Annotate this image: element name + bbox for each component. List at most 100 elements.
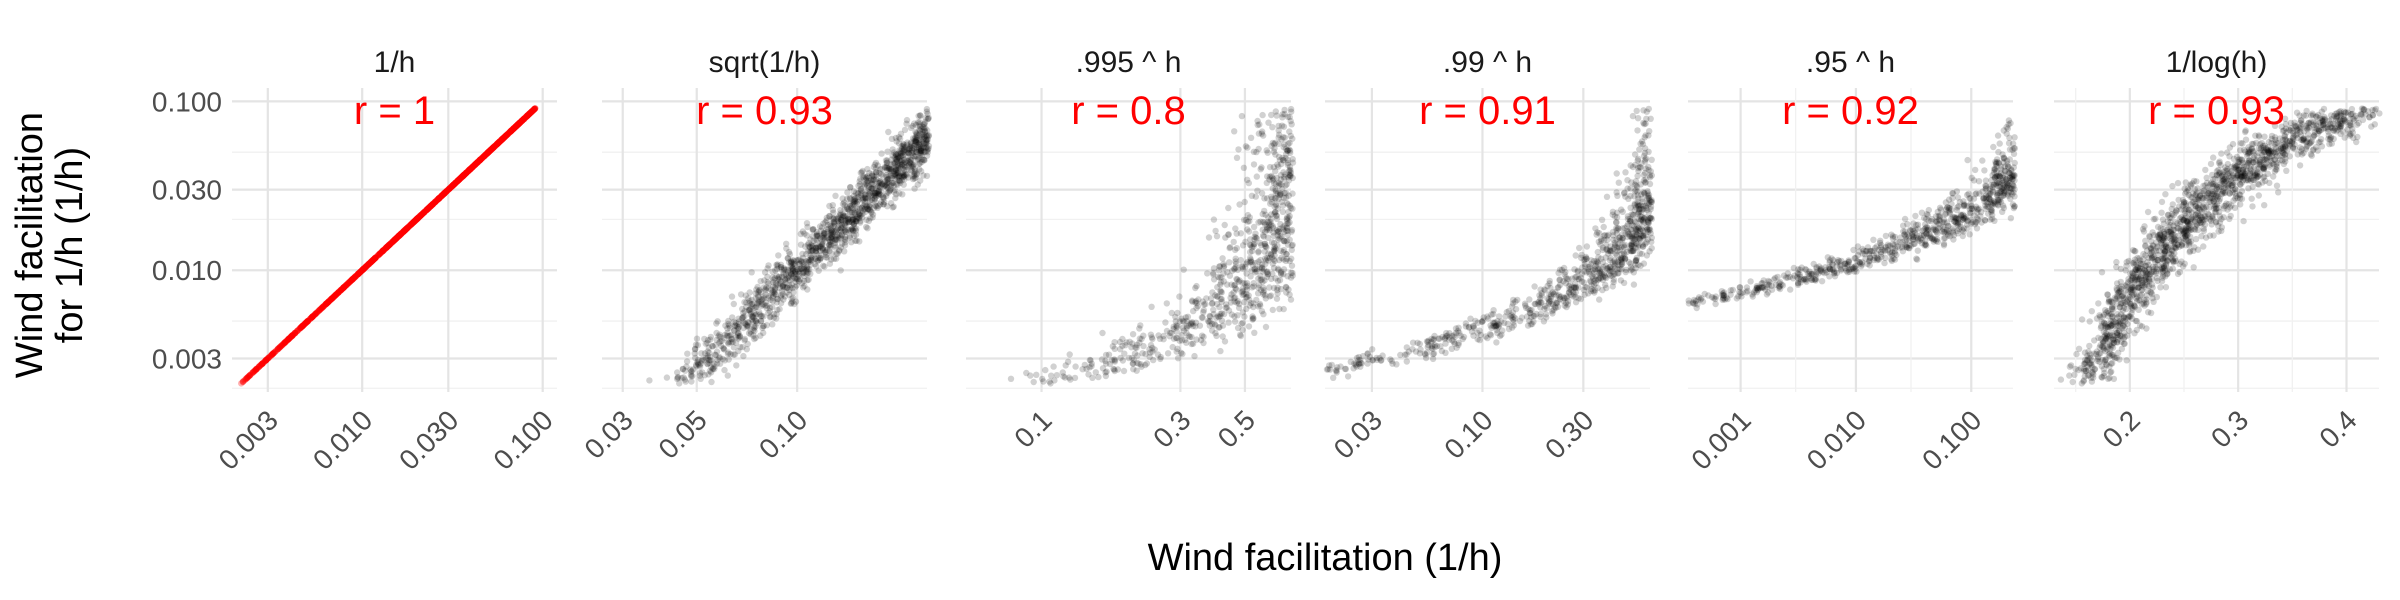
data-point bbox=[1172, 334, 1180, 341]
data-point bbox=[1023, 369, 1030, 377]
data-point bbox=[818, 224, 826, 231]
data-point bbox=[468, 164, 476, 171]
data-point bbox=[310, 312, 317, 320]
data-point bbox=[499, 135, 507, 142]
data-point bbox=[1546, 277, 1553, 285]
data-point bbox=[1129, 331, 1137, 338]
data-point bbox=[527, 109, 534, 117]
data-point bbox=[1286, 139, 1293, 147]
data-point bbox=[760, 293, 767, 300]
data-point bbox=[1030, 378, 1037, 386]
data-point bbox=[526, 110, 534, 117]
data-point bbox=[1635, 224, 1643, 231]
data-point bbox=[322, 300, 330, 308]
data-point bbox=[528, 108, 536, 115]
data-point bbox=[885, 128, 892, 136]
data-point bbox=[684, 350, 691, 357]
data-point bbox=[1966, 231, 1973, 238]
data-point bbox=[1529, 320, 1536, 328]
data-point bbox=[379, 247, 386, 255]
data-point bbox=[466, 166, 474, 173]
data-point bbox=[1893, 251, 1900, 259]
data-point bbox=[360, 266, 367, 273]
data-point bbox=[833, 215, 840, 222]
data-point bbox=[1438, 347, 1446, 355]
data-point bbox=[1618, 266, 1625, 273]
data-point bbox=[512, 123, 519, 130]
data-point bbox=[1451, 340, 1458, 347]
data-point bbox=[349, 276, 356, 283]
data-point bbox=[1247, 242, 1254, 249]
data-point bbox=[359, 266, 367, 273]
data-point bbox=[359, 266, 367, 273]
data-point bbox=[674, 373, 682, 381]
data-point bbox=[508, 127, 515, 134]
data-point bbox=[1238, 112, 1246, 120]
data-point bbox=[1576, 244, 1583, 252]
scatter-points bbox=[1685, 117, 2019, 312]
data-point bbox=[891, 186, 898, 194]
data-point bbox=[247, 371, 254, 378]
data-point bbox=[925, 132, 933, 139]
data-point bbox=[324, 299, 332, 306]
data-point bbox=[892, 134, 900, 142]
data-point bbox=[759, 323, 767, 330]
data-point bbox=[258, 360, 266, 368]
data-point bbox=[463, 169, 470, 176]
data-point bbox=[396, 232, 403, 239]
data-point bbox=[435, 195, 443, 202]
scatter-points bbox=[1007, 105, 1297, 387]
data-point bbox=[1250, 280, 1257, 287]
data-point bbox=[459, 172, 467, 179]
data-point bbox=[1543, 304, 1551, 312]
data-point bbox=[340, 284, 347, 291]
data-point bbox=[1217, 312, 1224, 320]
data-point bbox=[1233, 230, 1240, 237]
data-point bbox=[1136, 335, 1144, 342]
data-point bbox=[410, 218, 418, 225]
data-point bbox=[405, 223, 412, 231]
data-point bbox=[1040, 378, 1047, 385]
data-point bbox=[423, 206, 430, 214]
data-point bbox=[253, 365, 260, 373]
data-point bbox=[1737, 290, 1744, 297]
data-point bbox=[392, 235, 399, 243]
data-point bbox=[1493, 339, 1500, 346]
data-point bbox=[1914, 256, 1921, 263]
data-point bbox=[1246, 218, 1253, 225]
data-point bbox=[1330, 374, 1337, 381]
data-point bbox=[1624, 215, 1632, 223]
data-point bbox=[1142, 361, 1149, 369]
data-point bbox=[1628, 248, 1635, 255]
data-point bbox=[450, 181, 458, 188]
data-point bbox=[1221, 338, 1229, 345]
data-point bbox=[836, 221, 843, 228]
data-point bbox=[467, 165, 474, 173]
data-point bbox=[1247, 134, 1255, 141]
data-point bbox=[474, 159, 481, 166]
data-point bbox=[916, 123, 924, 130]
data-point bbox=[502, 132, 510, 139]
data-point bbox=[785, 248, 793, 256]
data-point bbox=[1597, 275, 1605, 282]
data-point bbox=[485, 148, 493, 155]
data-point bbox=[751, 335, 758, 343]
data-point bbox=[454, 177, 462, 184]
data-point bbox=[307, 315, 314, 322]
data-point bbox=[1288, 255, 1295, 262]
data-point bbox=[1261, 277, 1268, 284]
data-point bbox=[467, 166, 474, 173]
data-point bbox=[706, 357, 714, 364]
data-point bbox=[1280, 134, 1287, 141]
data-point bbox=[512, 123, 519, 130]
data-point bbox=[714, 318, 721, 325]
data-point bbox=[1163, 300, 1171, 307]
data-point bbox=[1516, 317, 1524, 325]
data-point bbox=[1634, 127, 1641, 134]
data-point bbox=[903, 116, 911, 124]
data-point bbox=[725, 349, 732, 356]
data-point bbox=[1192, 284, 1199, 292]
data-point bbox=[393, 235, 400, 242]
data-point bbox=[496, 138, 503, 146]
